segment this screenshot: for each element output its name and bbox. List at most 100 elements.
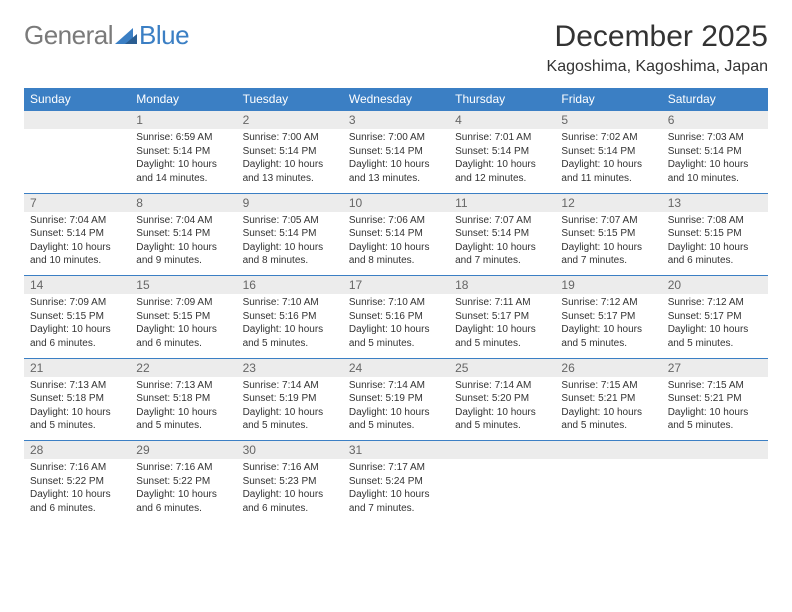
day-number: 5 bbox=[555, 111, 661, 130]
day-cell: Sunrise: 7:10 AMSunset: 5:16 PMDaylight:… bbox=[237, 294, 343, 358]
day-cell: Sunrise: 7:08 AMSunset: 5:15 PMDaylight:… bbox=[662, 212, 768, 276]
sunrise-text: Sunrise: 7:10 AM bbox=[243, 296, 337, 310]
day-cell: Sunrise: 7:02 AMSunset: 5:14 PMDaylight:… bbox=[555, 129, 661, 193]
sunrise-text: Sunrise: 7:08 AM bbox=[668, 214, 762, 228]
day-number: 26 bbox=[555, 358, 661, 377]
sunrise-text: Sunrise: 7:16 AM bbox=[30, 461, 124, 475]
sunset-text: Sunset: 5:17 PM bbox=[668, 310, 762, 324]
day-cell: Sunrise: 7:04 AMSunset: 5:14 PMDaylight:… bbox=[130, 212, 236, 276]
day-cell: Sunrise: 7:14 AMSunset: 5:20 PMDaylight:… bbox=[449, 377, 555, 441]
day-number: 19 bbox=[555, 276, 661, 295]
day-cell: Sunrise: 7:15 AMSunset: 5:21 PMDaylight:… bbox=[555, 377, 661, 441]
sunrise-text: Sunrise: 7:11 AM bbox=[455, 296, 549, 310]
location: Kagoshima, Kagoshima, Japan bbox=[547, 58, 768, 76]
day-number: 9 bbox=[237, 193, 343, 212]
day-cell bbox=[24, 129, 130, 193]
weekday-header: Tuesday bbox=[237, 88, 343, 111]
sunset-text: Sunset: 5:14 PM bbox=[136, 227, 230, 241]
sunset-text: Sunset: 5:17 PM bbox=[561, 310, 655, 324]
sunset-text: Sunset: 5:20 PM bbox=[455, 392, 549, 406]
daylight-text: Daylight: 10 hours and 5 minutes. bbox=[349, 406, 443, 433]
logo-text-1: General bbox=[24, 20, 113, 51]
daynum-row: 28293031 bbox=[24, 441, 768, 460]
sunrise-text: Sunrise: 7:16 AM bbox=[243, 461, 337, 475]
sunset-text: Sunset: 5:15 PM bbox=[561, 227, 655, 241]
day-cell: Sunrise: 7:17 AMSunset: 5:24 PMDaylight:… bbox=[343, 459, 449, 523]
sunrise-text: Sunrise: 7:00 AM bbox=[349, 131, 443, 145]
sunrise-text: Sunrise: 7:14 AM bbox=[455, 379, 549, 393]
sunrise-text: Sunrise: 7:04 AM bbox=[136, 214, 230, 228]
sunrise-text: Sunrise: 7:06 AM bbox=[349, 214, 443, 228]
calendar-table: Sunday Monday Tuesday Wednesday Thursday… bbox=[24, 88, 768, 523]
calendar-page: General Blue December 2025 Kagoshima, Ka… bbox=[0, 0, 792, 612]
sunset-text: Sunset: 5:14 PM bbox=[668, 145, 762, 159]
daylight-text: Daylight: 10 hours and 5 minutes. bbox=[30, 406, 124, 433]
sunrise-text: Sunrise: 7:13 AM bbox=[30, 379, 124, 393]
sunrise-text: Sunrise: 7:07 AM bbox=[561, 214, 655, 228]
sunset-text: Sunset: 5:22 PM bbox=[136, 475, 230, 489]
sunset-text: Sunset: 5:21 PM bbox=[668, 392, 762, 406]
weekday-header: Wednesday bbox=[343, 88, 449, 111]
content-row: Sunrise: 7:09 AMSunset: 5:15 PMDaylight:… bbox=[24, 294, 768, 358]
sunset-text: Sunset: 5:23 PM bbox=[243, 475, 337, 489]
content-row: Sunrise: 7:13 AMSunset: 5:18 PMDaylight:… bbox=[24, 377, 768, 441]
day-number bbox=[662, 441, 768, 460]
day-number: 15 bbox=[130, 276, 236, 295]
logo-sail-icon bbox=[115, 26, 137, 46]
sunrise-text: Sunrise: 7:00 AM bbox=[243, 131, 337, 145]
weekday-header-row: Sunday Monday Tuesday Wednesday Thursday… bbox=[24, 88, 768, 111]
sunset-text: Sunset: 5:17 PM bbox=[455, 310, 549, 324]
day-number: 10 bbox=[343, 193, 449, 212]
daylight-text: Daylight: 10 hours and 6 minutes. bbox=[30, 488, 124, 515]
sunrise-text: Sunrise: 7:05 AM bbox=[243, 214, 337, 228]
sunrise-text: Sunrise: 7:17 AM bbox=[349, 461, 443, 475]
sunrise-text: Sunrise: 7:14 AM bbox=[349, 379, 443, 393]
daylight-text: Daylight: 10 hours and 6 minutes. bbox=[30, 323, 124, 350]
month-title: December 2025 bbox=[547, 20, 768, 54]
day-number bbox=[24, 111, 130, 130]
content-row: Sunrise: 7:04 AMSunset: 5:14 PMDaylight:… bbox=[24, 212, 768, 276]
daylight-text: Daylight: 10 hours and 5 minutes. bbox=[349, 323, 443, 350]
day-cell: Sunrise: 7:12 AMSunset: 5:17 PMDaylight:… bbox=[662, 294, 768, 358]
day-number: 31 bbox=[343, 441, 449, 460]
weekday-header: Sunday bbox=[24, 88, 130, 111]
daylight-text: Daylight: 10 hours and 5 minutes. bbox=[455, 406, 549, 433]
daylight-text: Daylight: 10 hours and 6 minutes. bbox=[136, 323, 230, 350]
day-cell: Sunrise: 7:15 AMSunset: 5:21 PMDaylight:… bbox=[662, 377, 768, 441]
day-number: 6 bbox=[662, 111, 768, 130]
sunrise-text: Sunrise: 7:10 AM bbox=[349, 296, 443, 310]
day-number: 24 bbox=[343, 358, 449, 377]
header: General Blue December 2025 Kagoshima, Ka… bbox=[24, 20, 768, 76]
day-number: 17 bbox=[343, 276, 449, 295]
sunrise-text: Sunrise: 7:02 AM bbox=[561, 131, 655, 145]
title-block: December 2025 Kagoshima, Kagoshima, Japa… bbox=[547, 20, 768, 76]
daylight-text: Daylight: 10 hours and 5 minutes. bbox=[668, 406, 762, 433]
logo-text-2: Blue bbox=[139, 20, 189, 51]
sunset-text: Sunset: 5:14 PM bbox=[349, 145, 443, 159]
sunrise-text: Sunrise: 7:03 AM bbox=[668, 131, 762, 145]
day-cell: Sunrise: 7:00 AMSunset: 5:14 PMDaylight:… bbox=[237, 129, 343, 193]
sunset-text: Sunset: 5:15 PM bbox=[668, 227, 762, 241]
day-number: 7 bbox=[24, 193, 130, 212]
day-cell: Sunrise: 7:16 AMSunset: 5:22 PMDaylight:… bbox=[24, 459, 130, 523]
day-cell: Sunrise: 7:00 AMSunset: 5:14 PMDaylight:… bbox=[343, 129, 449, 193]
day-number bbox=[555, 441, 661, 460]
daylight-text: Daylight: 10 hours and 9 minutes. bbox=[136, 241, 230, 268]
daylight-text: Daylight: 10 hours and 6 minutes. bbox=[136, 488, 230, 515]
daylight-text: Daylight: 10 hours and 5 minutes. bbox=[243, 406, 337, 433]
sunrise-text: Sunrise: 7:09 AM bbox=[136, 296, 230, 310]
day-number: 23 bbox=[237, 358, 343, 377]
day-cell: Sunrise: 7:03 AMSunset: 5:14 PMDaylight:… bbox=[662, 129, 768, 193]
day-cell: Sunrise: 7:12 AMSunset: 5:17 PMDaylight:… bbox=[555, 294, 661, 358]
daylight-text: Daylight: 10 hours and 7 minutes. bbox=[349, 488, 443, 515]
day-cell: Sunrise: 7:16 AMSunset: 5:23 PMDaylight:… bbox=[237, 459, 343, 523]
logo: General Blue bbox=[24, 20, 189, 51]
day-cell bbox=[555, 459, 661, 523]
daylight-text: Daylight: 10 hours and 5 minutes. bbox=[455, 323, 549, 350]
day-cell: Sunrise: 7:04 AMSunset: 5:14 PMDaylight:… bbox=[24, 212, 130, 276]
day-number: 4 bbox=[449, 111, 555, 130]
daylight-text: Daylight: 10 hours and 6 minutes. bbox=[243, 488, 337, 515]
day-number: 18 bbox=[449, 276, 555, 295]
daylight-text: Daylight: 10 hours and 8 minutes. bbox=[349, 241, 443, 268]
day-number: 2 bbox=[237, 111, 343, 130]
